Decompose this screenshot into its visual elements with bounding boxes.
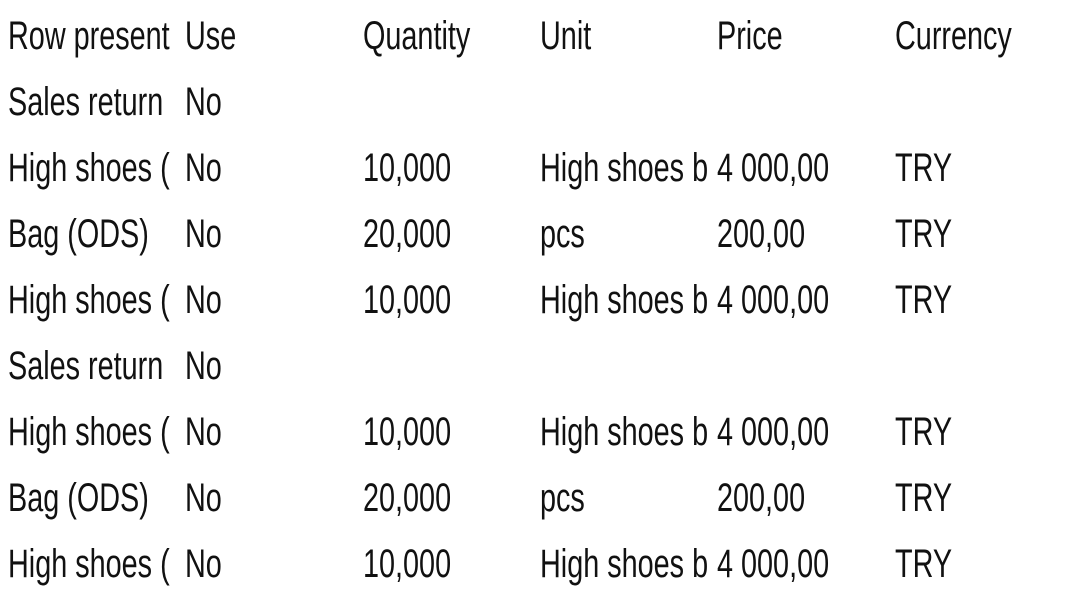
cell-row-present[interactable]: Sales return bbox=[8, 344, 164, 388]
cell-row-present[interactable]: High shoes ( bbox=[8, 410, 170, 454]
cell-quantity[interactable] bbox=[363, 69, 540, 135]
cell-price[interactable]: 4 000,00 bbox=[717, 146, 830, 190]
table-row[interactable]: Sales return No bbox=[0, 333, 1066, 399]
cell-quantity[interactable]: 10,000 bbox=[363, 410, 452, 454]
column-header-price[interactable]: Price bbox=[717, 14, 783, 58]
cell-currency[interactable]: TRY bbox=[895, 146, 953, 190]
cell-quantity[interactable]: 10,000 bbox=[363, 146, 452, 190]
cell-currency[interactable] bbox=[895, 333, 1065, 399]
cell-row-present[interactable]: High shoes ( bbox=[8, 542, 170, 586]
cell-price[interactable] bbox=[717, 69, 895, 135]
cell-currency[interactable]: TRY bbox=[895, 212, 953, 256]
column-header-currency[interactable]: Currency bbox=[895, 14, 1012, 58]
cell-unit[interactable] bbox=[540, 69, 717, 135]
table-row[interactable]: Bag (ODS) No 20,000 pcs 200,00 TRY bbox=[0, 201, 1066, 267]
table-row[interactable]: High shoes ( No 10,000 High shoes b 4 00… bbox=[0, 267, 1066, 333]
cell-use[interactable]: No bbox=[185, 410, 222, 454]
cell-unit[interactable]: High shoes b bbox=[540, 410, 709, 454]
cell-row-present[interactable]: Sales return bbox=[8, 80, 164, 124]
column-header-quantity[interactable]: Quantity bbox=[363, 14, 471, 58]
column-header-unit[interactable]: Unit bbox=[540, 14, 592, 58]
cell-currency[interactable] bbox=[895, 69, 1065, 135]
cell-unit[interactable]: High shoes b bbox=[540, 278, 709, 322]
cell-price[interactable]: 4 000,00 bbox=[717, 542, 830, 586]
cell-price[interactable] bbox=[717, 333, 895, 399]
table-row[interactable]: Sales return No bbox=[0, 69, 1066, 135]
table-row[interactable]: Bag (ODS) No 20,000 pcs 200,00 TRY bbox=[0, 465, 1066, 531]
cell-unit[interactable]: High shoes b bbox=[540, 542, 709, 586]
cell-use[interactable]: No bbox=[185, 212, 222, 256]
cell-quantity[interactable]: 20,000 bbox=[363, 476, 452, 520]
cell-currency[interactable]: TRY bbox=[895, 278, 953, 322]
cell-use[interactable]: No bbox=[185, 146, 222, 190]
cell-row-present[interactable]: Bag (ODS) bbox=[8, 476, 149, 520]
table-header: Row present Use Quantity Unit Price Curr… bbox=[0, 3, 1066, 69]
cell-currency[interactable]: TRY bbox=[895, 410, 953, 454]
cell-row-present[interactable]: High shoes ( bbox=[8, 146, 170, 190]
table-row[interactable]: High shoes ( No 10,000 High shoes b 4 00… bbox=[0, 399, 1066, 465]
cell-quantity[interactable]: 10,000 bbox=[363, 278, 452, 322]
cell-price[interactable]: 4 000,00 bbox=[717, 278, 830, 322]
cell-unit[interactable]: pcs bbox=[540, 476, 585, 520]
table-row[interactable]: High shoes ( No 10,000 High shoes b 4 00… bbox=[0, 135, 1066, 201]
table-row[interactable]: High shoes ( No 10,000 High shoes b 4 00… bbox=[0, 531, 1066, 597]
cell-quantity[interactable]: 20,000 bbox=[363, 212, 452, 256]
cell-use[interactable]: No bbox=[185, 278, 222, 322]
cell-use[interactable]: No bbox=[185, 80, 222, 124]
cell-price[interactable]: 200,00 bbox=[717, 476, 806, 520]
cell-use[interactable]: No bbox=[185, 344, 222, 388]
column-header-row-present[interactable]: Row present bbox=[8, 14, 170, 58]
cell-price[interactable]: 4 000,00 bbox=[717, 410, 830, 454]
cell-use[interactable]: No bbox=[185, 542, 222, 586]
cell-currency[interactable]: TRY bbox=[895, 542, 953, 586]
cell-quantity[interactable]: 10,000 bbox=[363, 542, 452, 586]
cell-unit[interactable]: High shoes b bbox=[540, 146, 709, 190]
cell-currency[interactable]: TRY bbox=[895, 476, 953, 520]
cell-price[interactable]: 200,00 bbox=[717, 212, 806, 256]
cell-row-present[interactable]: High shoes ( bbox=[8, 278, 170, 322]
cell-use[interactable]: No bbox=[185, 476, 222, 520]
cell-unit[interactable]: pcs bbox=[540, 212, 585, 256]
column-header-use[interactable]: Use bbox=[185, 14, 237, 58]
cell-unit[interactable] bbox=[540, 333, 717, 399]
cell-row-present[interactable]: Bag (ODS) bbox=[8, 212, 149, 256]
cell-quantity[interactable] bbox=[363, 333, 540, 399]
